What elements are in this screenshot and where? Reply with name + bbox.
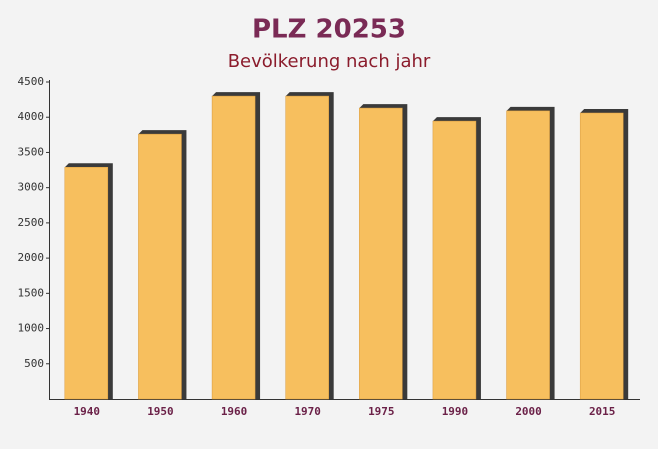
y-tick-label: 3000: [18, 181, 45, 194]
bar: [359, 107, 403, 400]
x-tick-label: 1975: [368, 405, 395, 418]
y-tick-label: 4500: [18, 75, 45, 88]
y-tick-label: 4000: [18, 110, 45, 123]
y-tick-label: 2000: [18, 251, 45, 264]
bar: [285, 95, 329, 400]
bar: [64, 166, 109, 400]
y-tick-label: 500: [24, 357, 44, 370]
bar: [579, 112, 624, 400]
x-tick-label: 1990: [442, 405, 469, 418]
bar: [138, 133, 182, 400]
x-tick-label: 2000: [515, 405, 542, 418]
x-tick-label: 1970: [294, 405, 321, 418]
y-tick-label: 1500: [18, 286, 45, 299]
x-tick-label: 1940: [74, 405, 101, 418]
bar: [432, 120, 477, 400]
y-tick-label: 3500: [18, 145, 45, 158]
x-tick-label: 1960: [221, 405, 248, 418]
x-tick-label: 1950: [147, 405, 174, 418]
chart-title: PLZ 20253: [252, 15, 406, 45]
y-tick-label: 2500: [18, 216, 45, 229]
x-tick-label: 2015: [589, 405, 616, 418]
chart-subtitle: Bevölkerung nach jahr: [228, 51, 431, 72]
bar: [211, 95, 256, 400]
y-tick-label: 1000: [18, 322, 45, 335]
bar: [506, 110, 550, 400]
